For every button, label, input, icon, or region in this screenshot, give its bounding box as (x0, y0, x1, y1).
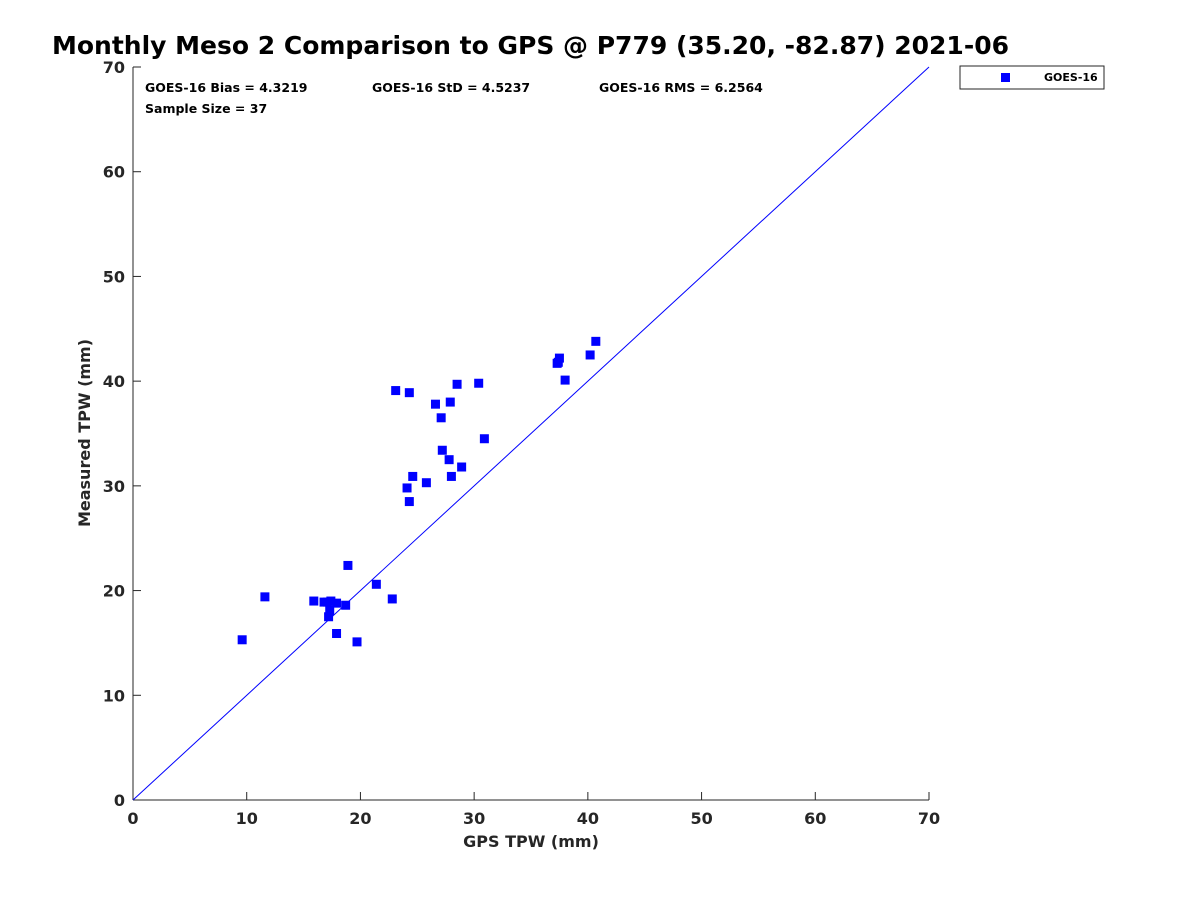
data-point (391, 386, 401, 396)
data-point (371, 579, 381, 589)
data-point (408, 471, 418, 481)
data-point (352, 637, 362, 647)
data-point (445, 397, 455, 407)
data-point (585, 350, 595, 360)
data-point (553, 357, 563, 367)
data-point (260, 592, 270, 602)
rms-stat: GOES-16 RMS = 6.2564 (599, 80, 763, 95)
data-point (322, 597, 332, 607)
x-tick-label: 60 (804, 809, 826, 828)
x-tick-label: 20 (349, 809, 371, 828)
data-point (452, 379, 462, 389)
data-point (341, 600, 351, 610)
data-point (343, 560, 353, 570)
std-stat: GOES-16 StD = 4.5237 (372, 80, 530, 95)
data-point (387, 594, 397, 604)
legend-marker-goes16 (1001, 73, 1010, 82)
data-point (457, 462, 467, 472)
legend-box (959, 65, 1105, 90)
data-point (591, 336, 601, 346)
data-point (437, 445, 447, 455)
data-point (404, 388, 414, 398)
data-point (479, 434, 489, 444)
y-tick-label: 40 (103, 372, 125, 391)
y-tick-label: 0 (114, 791, 125, 810)
y-tick-label: 20 (103, 582, 125, 601)
x-tick-label: 0 (127, 809, 138, 828)
data-point (404, 497, 414, 507)
y-tick-label: 30 (103, 477, 125, 496)
sample-size-stat: Sample Size = 37 (145, 101, 267, 116)
data-point (237, 635, 247, 645)
data-point (446, 471, 456, 481)
goes16-series (237, 336, 601, 647)
data-point (309, 596, 319, 606)
y-axis-label: Measured TPW (mm) (75, 339, 94, 527)
data-point (332, 629, 342, 639)
x-axis-label: GPS TPW (mm) (463, 832, 599, 851)
legend: GOES-16 (959, 65, 1105, 90)
y-tick-label: 10 (103, 686, 125, 705)
chart-title: Monthly Meso 2 Comparison to GPS @ P779 … (52, 31, 1009, 60)
data-point (474, 378, 484, 388)
data-point (430, 399, 440, 409)
data-point (560, 375, 570, 385)
y-tick-label: 70 (103, 58, 125, 77)
x-tick-label: 40 (577, 809, 599, 828)
one-to-one-reference-line (132, 66, 930, 801)
legend-label-goes16: GOES-16 (1044, 71, 1098, 84)
x-tick-label: 70 (918, 809, 940, 828)
plot-area (132, 67, 929, 801)
y-axis-ticks: 0 10 20 30 40 50 60 70 (103, 58, 141, 810)
x-tick-label: 50 (690, 809, 712, 828)
data-point (325, 605, 335, 615)
data-point (332, 598, 342, 608)
x-tick-label: 10 (236, 809, 258, 828)
x-axis-ticks: 0 10 20 30 40 50 60 70 (127, 792, 940, 828)
data-point (324, 612, 334, 622)
y-tick-label: 60 (103, 163, 125, 182)
y-tick-label: 50 (103, 267, 125, 286)
data-point (421, 478, 431, 488)
data-point (436, 413, 446, 423)
x-tick-label: 30 (463, 809, 485, 828)
data-point (444, 455, 454, 465)
bias-stat: GOES-16 Bias = 4.3219 (145, 80, 307, 95)
data-point (402, 483, 412, 493)
